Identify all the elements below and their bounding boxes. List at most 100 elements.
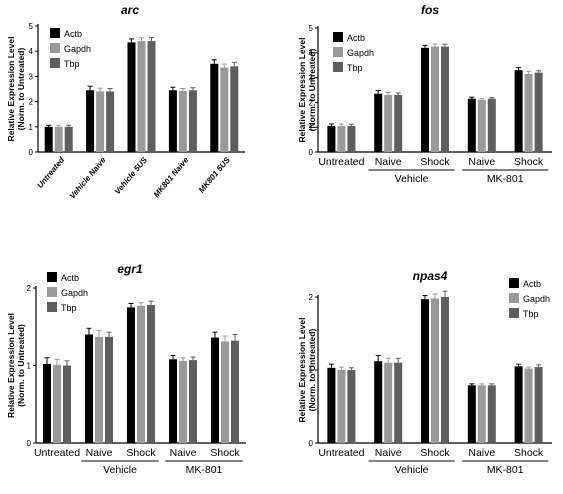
bar-actb <box>127 42 136 152</box>
group-label: Vehicle <box>103 464 137 476</box>
y-tick-label: 1 <box>309 123 314 132</box>
bar-gapdh <box>54 126 63 152</box>
bar-gapdh <box>524 368 533 443</box>
bar-tbp <box>534 72 543 152</box>
bar-actb <box>85 334 93 443</box>
bar-actb <box>327 367 336 443</box>
bar-actb <box>421 47 429 153</box>
group-label: MK-801 <box>186 464 223 476</box>
chart-panel-npas4: npas4 Relative Expression Level (Norm. to … <box>297 269 552 476</box>
y-tick-label: 3 <box>29 72 34 81</box>
bar-actb <box>86 90 95 152</box>
legend-swatch <box>47 272 57 282</box>
legend-label: Actb <box>61 273 79 283</box>
bar-gapdh <box>337 370 346 443</box>
x-tick-label: MK801 5US <box>197 155 232 195</box>
x-tick-label: Shock <box>420 156 450 168</box>
bar-actb <box>44 126 53 152</box>
bar-gapdh <box>431 46 439 152</box>
bar-tbp <box>147 305 155 443</box>
bar-tbp <box>487 385 496 443</box>
y-tick-label: 2 <box>29 98 34 107</box>
bar-gapdh <box>477 385 486 443</box>
chart-title: npas4 <box>413 269 448 283</box>
bar-actb <box>169 359 177 443</box>
bar-actb <box>514 366 523 443</box>
bar-gapdh <box>221 341 229 443</box>
x-tick-label: Naive <box>375 447 402 459</box>
bar-tbp <box>441 297 449 443</box>
bar-tbp <box>534 367 543 443</box>
bar-actb <box>43 363 51 443</box>
chart-title: fos <box>421 3 439 17</box>
y-tick-label: 4 <box>309 49 314 58</box>
y-tick-label: 0 <box>29 148 34 157</box>
bar-actb <box>127 307 135 443</box>
y-tick-label: 5 <box>309 24 314 33</box>
chart-title: egr1 <box>117 262 143 276</box>
bar-tbp <box>105 336 113 443</box>
legend-label: Tbp <box>61 303 77 313</box>
legend-label: Gapdh <box>347 48 374 58</box>
legend-label: Tbp <box>347 63 363 73</box>
y-tick-label: 4 <box>29 47 34 56</box>
x-tick-label: Untreated <box>35 155 67 190</box>
bar-gapdh <box>95 336 103 443</box>
bar-actb <box>168 90 177 152</box>
x-tick-label: Shock <box>514 156 544 168</box>
y-axis-label: Relative Expression Level <box>6 37 16 142</box>
legend-swatch <box>509 293 519 303</box>
bar-tbp <box>394 94 403 152</box>
y-tick-label: 3 <box>309 74 314 83</box>
x-tick-label: Shock <box>420 447 450 459</box>
legend-swatch <box>333 32 343 42</box>
bar-tbp <box>487 98 496 152</box>
bar-tbp <box>189 360 197 443</box>
bar-actb <box>210 63 219 152</box>
bar-gapdh <box>137 41 146 153</box>
x-tick-label: Naive <box>170 447 197 459</box>
x-tick-label: Naive <box>86 447 113 459</box>
y-axis-label-secondary: (Norm. to Untreated) <box>307 329 317 412</box>
group-label: MK-801 <box>487 464 524 476</box>
bar-tbp <box>231 340 239 443</box>
bar-actb <box>514 70 523 152</box>
y-tick-label: 2 <box>309 98 314 107</box>
x-tick-label: Shock <box>126 447 156 459</box>
bar-gapdh <box>384 362 393 443</box>
legend-label: Gapdh <box>64 44 91 54</box>
bar-actb <box>211 337 219 443</box>
legend-swatch <box>509 308 519 318</box>
legend-swatch <box>333 62 343 72</box>
bar-gapdh <box>53 364 61 443</box>
bar-actb <box>327 125 336 152</box>
y-axis-label: Relative Expression Level <box>297 318 307 423</box>
legend-swatch <box>47 302 57 312</box>
bar-actb <box>421 299 429 443</box>
legend-swatch <box>47 287 57 297</box>
chart-panel-fos: fos Relative Expression Level (Norm. to Un… <box>297 3 552 185</box>
y-tick-label: 1 <box>309 366 314 375</box>
bar-tbp <box>147 41 156 153</box>
y-tick-label: 0 <box>309 439 314 448</box>
bar-tbp <box>188 90 197 152</box>
bar-gapdh <box>431 298 439 443</box>
legend-label: Tbp <box>64 59 80 69</box>
y-axis-label-secondary: (Norm. to Untreated) <box>16 48 26 131</box>
legend-label: Gapdh <box>523 294 550 304</box>
x-tick-label: Vehicle 5US <box>113 155 150 196</box>
x-tick-label: Naive <box>468 447 495 459</box>
legend-label: Actb <box>523 279 541 289</box>
legend-swatch <box>50 58 60 68</box>
bar-tbp <box>106 91 115 152</box>
bar-gapdh <box>220 67 229 152</box>
x-tick-label: MK801 Naive <box>152 155 191 199</box>
bar-tbp <box>64 126 73 152</box>
legend-label: Gapdh <box>61 288 88 298</box>
y-axis-label-secondary: (Norm. to Untreated) <box>16 324 26 407</box>
y-tick-label: 1 <box>29 123 34 132</box>
y-tick-label: 0 <box>309 148 314 157</box>
bar-gapdh <box>337 125 346 152</box>
legend-label: Actb <box>347 33 365 43</box>
